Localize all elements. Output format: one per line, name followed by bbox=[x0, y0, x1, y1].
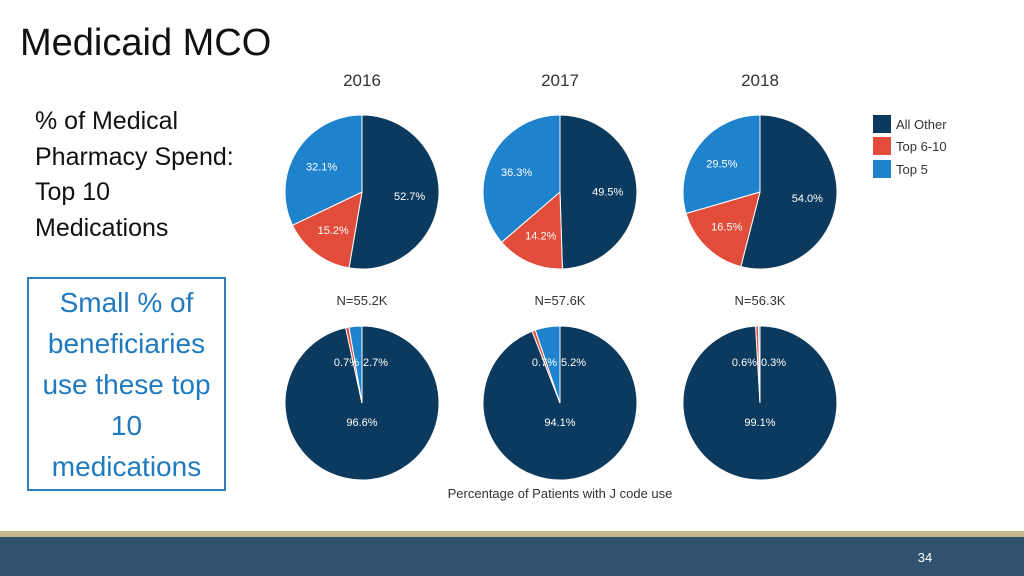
pie-n-label-0: N=55.2K bbox=[337, 293, 388, 308]
footer-divider bbox=[0, 531, 1024, 537]
legend-label-all-other: All Other bbox=[896, 117, 947, 132]
legend-label-top-6-10: Top 6-10 bbox=[896, 139, 947, 154]
pie-2018-label-0: 54.0% bbox=[792, 193, 823, 205]
legend-swatch-top-5 bbox=[873, 160, 891, 178]
pie-2016-label-1: 15.2% bbox=[318, 225, 349, 237]
pie-2017-slice-all-other bbox=[559, 114, 638, 270]
patients-pie-2-label-main: 99.1% bbox=[744, 417, 775, 429]
pie-2017-label-0: 49.5% bbox=[592, 186, 623, 198]
pie-2017-slice-top-5 bbox=[482, 114, 561, 243]
pie-2018-label-2: 29.5% bbox=[706, 158, 737, 170]
pie-title-2017: 2017 bbox=[541, 71, 579, 90]
pie-2016-label-0: 52.7% bbox=[394, 191, 425, 203]
pie-2017-label-2: 36.3% bbox=[501, 167, 532, 179]
pie-2018-label-1: 16.5% bbox=[711, 221, 742, 233]
pie-2016-label-2: 32.1% bbox=[306, 162, 337, 174]
patients-pie-2-label-small-a: 0.6% bbox=[732, 357, 757, 369]
pie-n-label-2: N=56.3K bbox=[735, 293, 786, 308]
pie-2018-slice-top-5 bbox=[682, 114, 761, 215]
patients-pie-1-label-small-a: 0.7% bbox=[532, 357, 557, 369]
patients-pie-0-label-main: 96.6% bbox=[346, 417, 377, 429]
patients-pie-2-label-small-b: 0.3% bbox=[761, 357, 786, 369]
patients-pie-0-slice-top-5 bbox=[348, 325, 363, 404]
pie-2016-slice-top-6-10 bbox=[291, 191, 363, 269]
pie-title-2018: 2018 bbox=[741, 71, 779, 90]
patients-pie-0-label-small-a: 0.7% bbox=[334, 357, 359, 369]
pie-2018-slice-all-other bbox=[740, 114, 838, 270]
bottom-axis-label: Percentage of Patients with J code use bbox=[448, 486, 673, 501]
pie-n-label-1: N=57.6K bbox=[535, 293, 586, 308]
callout-text: Small % of beneficiaries use these top 1… bbox=[42, 286, 211, 482]
pie-2017-slice-top-6-10 bbox=[500, 190, 563, 270]
patients-pie-1-label-main: 94.1% bbox=[544, 417, 575, 429]
legend-swatch-all-other bbox=[873, 115, 891, 133]
page-title: Medicaid MCO bbox=[20, 22, 272, 64]
pie-title-2016: 2016 bbox=[343, 71, 381, 90]
pie-2018-slice-top-6-10 bbox=[685, 191, 761, 268]
legend-swatch-top-6-10 bbox=[873, 137, 891, 155]
pie-2017-label-1: 14.2% bbox=[525, 231, 556, 243]
patients-pie-1-slice-top-5 bbox=[534, 325, 561, 404]
slide-subtitle: % of Medical Pharmacy Spend: Top 10 Medi… bbox=[35, 107, 234, 242]
patients-pie-1-label-small-b: 5.2% bbox=[561, 357, 586, 369]
patients-pie-0-label-small-b: 2.7% bbox=[363, 357, 388, 369]
patients-pie-1-slice-all-other bbox=[482, 325, 638, 481]
pie-2016-slice-all-other bbox=[348, 114, 440, 270]
page-number: 34 bbox=[917, 550, 933, 565]
footer-bar bbox=[0, 537, 1024, 576]
pie-2016-slice-top-5 bbox=[284, 114, 363, 226]
patients-pie-2-slice-top-5 bbox=[758, 325, 761, 404]
callout-box: Small % of beneficiaries use these top 1… bbox=[27, 277, 226, 491]
legend-label-top-5: Top 5 bbox=[896, 162, 928, 177]
